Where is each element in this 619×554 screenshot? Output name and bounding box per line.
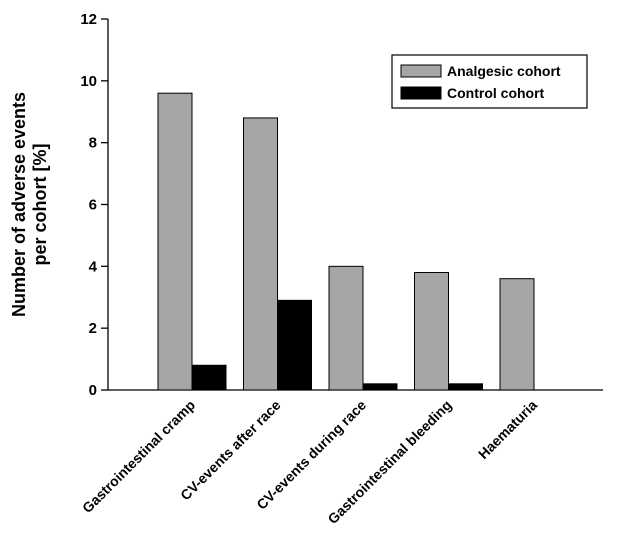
y-axis-title-line: Number of adverse events bbox=[9, 92, 29, 317]
legend-swatch-control bbox=[400, 86, 442, 100]
y-tick-label: 6 bbox=[89, 197, 97, 214]
x-tick-label: Gastrointestinal cramp bbox=[79, 397, 198, 516]
y-tick-label: 10 bbox=[80, 73, 97, 90]
legend-swatch-analgesic bbox=[400, 64, 442, 78]
legend-label-analgesic: Analgesic cohort bbox=[447, 63, 561, 79]
bar-control-3 bbox=[448, 383, 483, 391]
bar-control-2 bbox=[362, 383, 398, 391]
y-tick-label: 4 bbox=[89, 258, 98, 275]
legend-label-control: Control cohort bbox=[447, 85, 545, 101]
bar-analgesic-1 bbox=[243, 117, 278, 391]
bars bbox=[157, 92, 535, 391]
y-ticks: 0 2 4 6 8 10 12 bbox=[80, 11, 108, 399]
y-tick-label: 0 bbox=[89, 382, 97, 399]
y-axis-title: Number of adverse events per cohort [%] bbox=[9, 92, 50, 317]
x-tick-label: Haematuria bbox=[475, 397, 540, 462]
bar-analgesic-2 bbox=[328, 265, 364, 391]
bar-control-0 bbox=[191, 364, 227, 391]
y-tick-label: 2 bbox=[89, 320, 97, 337]
bar-analgesic-0 bbox=[157, 92, 193, 391]
y-tick-label: 12 bbox=[80, 11, 97, 28]
y-tick-label: 8 bbox=[89, 135, 97, 152]
y-axis-title-line: per cohort [%] bbox=[30, 143, 50, 265]
bar-control-1 bbox=[277, 299, 312, 391]
bar-analgesic-4 bbox=[499, 278, 535, 391]
bar-analgesic-3 bbox=[414, 272, 449, 391]
legend: Analgesic cohort Control cohort bbox=[391, 54, 588, 109]
